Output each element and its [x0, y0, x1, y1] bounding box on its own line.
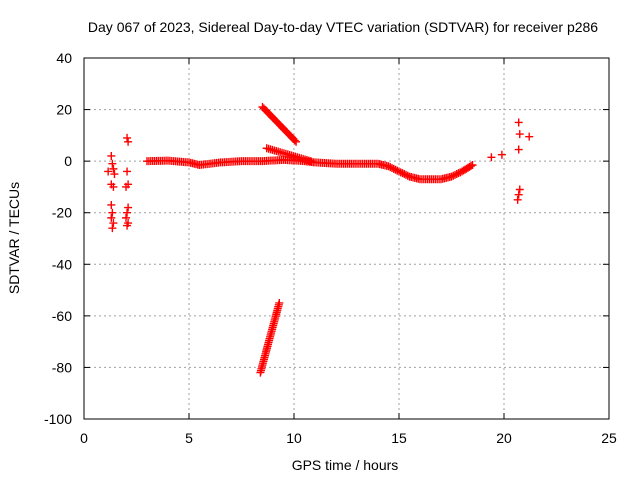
- data-point: [108, 208, 117, 217]
- data-point: [109, 182, 118, 191]
- data-point: [275, 298, 284, 307]
- data-point: [123, 167, 132, 176]
- data-point: [514, 190, 523, 199]
- data-point: [107, 151, 116, 160]
- data-point: [395, 167, 403, 176]
- x-tick-label: 10: [286, 430, 302, 446]
- y-tick-label: -20: [52, 205, 72, 221]
- data-point: [306, 157, 315, 166]
- axis-ticks: -100 -80 -60 -40 -20 0 20 40 0 5 10 15 20 25: [44, 50, 617, 446]
- data-point: [515, 185, 524, 194]
- data-points: [104, 102, 534, 377]
- data-point: [447, 172, 456, 181]
- data-point: [391, 165, 400, 174]
- data-point: [396, 168, 405, 177]
- data-point: [403, 171, 412, 180]
- x-tick-label: 5: [185, 430, 193, 446]
- data-point: [123, 208, 132, 217]
- x-axis-label: GPS time / hours: [292, 457, 399, 473]
- data-point: [389, 164, 398, 173]
- y-tick-label: 40: [56, 50, 72, 66]
- x-tick-label: 0: [80, 430, 88, 446]
- data-point: [525, 132, 534, 141]
- y-axis-label: SDTVAR / TECUs: [6, 182, 22, 294]
- x-tick-label: 15: [391, 430, 407, 446]
- data-point: [107, 213, 116, 222]
- data-point: [513, 195, 522, 204]
- y-tick-label: -40: [52, 256, 72, 272]
- data-point: [454, 169, 463, 178]
- data-point: [398, 169, 407, 178]
- data-point: [514, 145, 523, 154]
- data-point: [402, 170, 410, 179]
- plot-frame: [83, 57, 610, 420]
- data-point: [290, 136, 299, 145]
- data-point: [108, 159, 117, 168]
- data-point: [449, 171, 458, 180]
- y-tick-label: -80: [52, 359, 72, 375]
- data-point: [122, 182, 130, 191]
- data-point: [497, 150, 506, 159]
- data-point: [451, 170, 459, 179]
- y-tick-label: -100: [44, 411, 72, 427]
- x-tick-label: 20: [496, 430, 512, 446]
- data-point: [110, 170, 119, 179]
- data-point: [393, 166, 402, 175]
- y-tick-label: 0: [64, 153, 72, 169]
- data-point: [109, 219, 118, 228]
- data-point: [487, 153, 496, 162]
- data-point: [123, 133, 132, 142]
- data-point: [514, 118, 523, 127]
- data-point: [124, 137, 133, 146]
- data-point: [467, 161, 475, 170]
- data-point: [515, 130, 524, 139]
- data-point: [123, 221, 132, 230]
- data-point: [468, 161, 477, 170]
- chart-title: Day 067 of 2023, Sidereal Day-to-day VTE…: [88, 19, 598, 35]
- data-point: [122, 213, 130, 222]
- data-point: [109, 164, 118, 173]
- data-point: [400, 170, 409, 179]
- data-point: [452, 170, 461, 179]
- data-point: [107, 200, 116, 209]
- grid-lines: [84, 58, 609, 419]
- data-point: [292, 137, 301, 146]
- data-point: [108, 224, 117, 233]
- data-point: [104, 167, 113, 176]
- y-tick-label: -60: [52, 308, 72, 324]
- data-point: [124, 203, 133, 212]
- data-point: [384, 162, 393, 171]
- x-tick-label: 25: [601, 430, 617, 446]
- data-point: [388, 164, 396, 173]
- y-tick-label: 20: [56, 102, 72, 118]
- data-point: [386, 163, 395, 172]
